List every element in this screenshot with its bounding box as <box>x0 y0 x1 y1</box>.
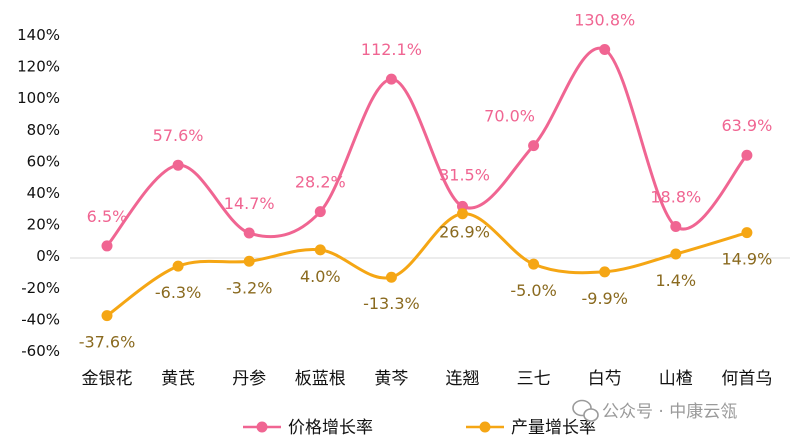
legend-price-label: 价格增长率 <box>288 418 373 438</box>
data-point-1 <box>172 260 184 272</box>
data-labels: 6.5% 57.6% 14.7% 28.2% 112.1% 31.5% 70.0% 130.8… <box>79 11 773 352</box>
data-point-0 <box>172 159 184 171</box>
data-label-0: 70.0% <box>484 107 535 126</box>
legend-item-output: 产量增长率 <box>466 418 596 438</box>
legend-item-price: 价格增长率 <box>243 418 373 438</box>
x-category-label: 三七 <box>517 369 551 389</box>
data-label-1: 4.0% <box>300 267 341 286</box>
data-point-1 <box>741 227 753 239</box>
data-point-0 <box>670 220 682 232</box>
data-point-0 <box>101 240 113 252</box>
data-point-0 <box>741 149 753 161</box>
y-tick-label: 80% <box>27 121 60 139</box>
data-label-1: -37.6% <box>79 333 136 352</box>
data-point-0 <box>243 227 255 239</box>
data-label-1: -3.2% <box>226 278 272 297</box>
data-label-1: 26.9% <box>439 223 490 242</box>
data-label-1: 1.4% <box>655 271 696 290</box>
data-label-0: 63.9% <box>721 116 772 135</box>
data-point-0 <box>599 44 611 56</box>
legend-output-marker <box>479 421 491 433</box>
data-label-0: 130.8% <box>574 11 635 30</box>
y-tick-label: 60% <box>27 152 60 170</box>
x-category-label: 连翘 <box>446 369 480 389</box>
watermark-text: 公众号 · 中康云瓴 <box>602 402 737 422</box>
data-label-1: -13.3% <box>363 294 420 313</box>
data-point-1 <box>528 258 540 270</box>
data-point-1 <box>243 255 255 267</box>
y-tick-label: 0% <box>36 247 60 265</box>
data-label-0: 28.2% <box>295 173 346 192</box>
y-tick-label: 40% <box>27 184 60 202</box>
data-label-0: 6.5% <box>87 207 128 226</box>
x-category-label: 板蓝根 <box>295 369 346 389</box>
data-label-0: 31.5% <box>439 165 490 184</box>
x-category-label: 山楂 <box>659 369 693 389</box>
y-tick-label: -60% <box>21 342 60 360</box>
data-label-1: -6.3% <box>155 283 201 302</box>
x-category-label: 黄芪 <box>161 369 195 389</box>
x-axis: 金银花 黄芪 丹参 板蓝根 黄芩 连翘 三七 白芍 山楂 何首乌 <box>82 369 773 389</box>
watermark: 公众号 · 中康云瓴 <box>572 399 737 422</box>
series-layer <box>101 44 753 322</box>
data-point-0 <box>314 206 326 218</box>
data-label-0: 112.1% <box>361 40 422 59</box>
y-tick-label: 140% <box>17 26 60 44</box>
y-tick-label: -20% <box>21 279 60 297</box>
x-category-label: 丹参 <box>232 369 266 389</box>
data-point-1 <box>101 310 113 322</box>
data-point-0 <box>385 73 397 85</box>
series-line-0 <box>105 46 749 247</box>
y-tick-label: 120% <box>17 58 60 76</box>
data-label-0: 14.7% <box>224 194 275 213</box>
series-line-1 <box>106 212 748 317</box>
data-point-1 <box>599 266 611 278</box>
data-point-1 <box>457 208 468 220</box>
data-label-1: -5.0% <box>510 281 556 300</box>
y-tick-label: 100% <box>17 89 60 107</box>
y-tick-label: -40% <box>21 310 60 328</box>
data-label-1: 14.9% <box>721 250 772 269</box>
wechat-icon <box>572 399 599 422</box>
data-label-0: 18.8% <box>650 188 701 207</box>
legend: 价格增长率 产量增长率 <box>243 418 596 438</box>
data-label-0: 57.6% <box>153 126 204 145</box>
data-point-1 <box>670 248 682 260</box>
x-category-label: 白芍 <box>588 369 622 389</box>
x-category-label: 黄芩 <box>374 369 408 389</box>
legend-output-label: 产量增长率 <box>511 418 596 438</box>
y-tick-label: 20% <box>27 216 60 234</box>
y-axis: 140% 120% 100% 80% 60% 40% 20% 0% -20% -40% -60% <box>17 26 60 360</box>
x-category-label: 金银花 <box>82 369 133 389</box>
x-category-label: 何首乌 <box>721 369 772 389</box>
data-label-1: -9.9% <box>581 289 627 308</box>
data-point-1 <box>385 271 397 283</box>
data-point-0 <box>528 140 540 152</box>
data-point-1 <box>314 244 326 256</box>
legend-price-marker <box>256 421 268 433</box>
